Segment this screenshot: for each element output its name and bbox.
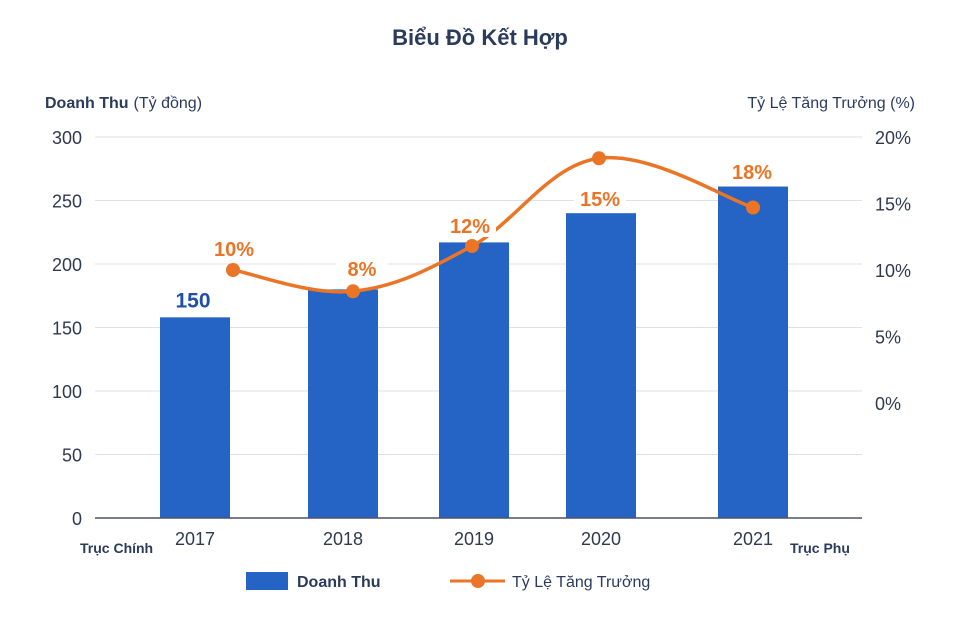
x-tick-label: 2021 — [733, 529, 773, 549]
left-tick-label: 250 — [52, 192, 82, 212]
legend-item-growth[interactable]: Tỷ Lệ Tăng Trưởng — [450, 574, 650, 591]
primary-axis-name: Trục Chính — [80, 540, 153, 556]
left-tick-label: 0 — [72, 509, 82, 529]
x-tick-label: 2019 — [454, 529, 494, 549]
bar-2020 — [566, 213, 636, 518]
left-tick-label: 200 — [52, 255, 82, 275]
right-tick-label: 15% — [875, 195, 911, 215]
left-tick-label: 300 — [52, 128, 82, 148]
bar-2021 — [718, 186, 788, 518]
legend-bar-swatch — [246, 572, 288, 590]
legend-label-growth: Tỷ Lệ Tăng Trưởng — [512, 574, 650, 591]
right-axis-title: Tỷ Lệ Tăng Trưởng (%) — [747, 95, 915, 112]
left-tick-label: 100 — [52, 382, 82, 402]
secondary-axis-name: Trục Phụ — [790, 540, 850, 556]
line-label-bg — [574, 186, 626, 210]
bar-2019 — [439, 242, 509, 518]
legend-marker — [471, 574, 485, 588]
bar-2017 — [160, 317, 230, 518]
growth-marker-2017 — [226, 263, 240, 277]
right-tick-label: 20% — [875, 128, 911, 148]
growth-marker-2018 — [346, 284, 360, 299]
left-axis-title-unit: (Tỷ đồng) — [134, 95, 202, 112]
x-tick-label: 2018 — [323, 529, 363, 549]
growth-marker-2020 — [592, 151, 606, 166]
line-label-bg — [208, 236, 260, 260]
line-label-bg — [336, 256, 388, 280]
line-label-bg — [726, 159, 778, 183]
bar-2018 — [308, 289, 378, 518]
right-tick-label: 10% — [875, 261, 911, 281]
line-data-label: 8% — [348, 259, 377, 281]
legend: Doanh Thu Tỷ Lệ Tăng Trưởng — [246, 572, 650, 591]
left-tick-label: 150 — [52, 319, 82, 339]
left-axis-title: Doanh Thu (Tỷ đồng) — [45, 95, 202, 112]
growth-marker-2021 — [746, 200, 760, 215]
line-data-label: 18% — [732, 162, 772, 184]
x-tick-label: 2017 — [175, 529, 215, 549]
chart-title: Biểu Đồ Kết Hợp — [392, 25, 568, 50]
left-axis-title-main: Doanh Thu — [45, 95, 129, 112]
legend-item-revenue[interactable]: Doanh Thu — [246, 572, 381, 591]
line-data-label: 15% — [580, 189, 620, 211]
line-data-label: 12% — [450, 216, 490, 238]
right-tick-label: 5% — [875, 328, 901, 348]
x-tick-label: 2020 — [581, 529, 621, 549]
bar-data-label: 150 — [175, 289, 210, 312]
right-tick-label: 0% — [875, 394, 901, 414]
left-tick-label: 50 — [62, 446, 82, 466]
legend-label-revenue: Doanh Thu — [297, 574, 381, 591]
line-data-label: 10% — [214, 239, 254, 261]
growth-marker-2019 — [465, 239, 479, 254]
line-label-bg — [444, 213, 496, 237]
